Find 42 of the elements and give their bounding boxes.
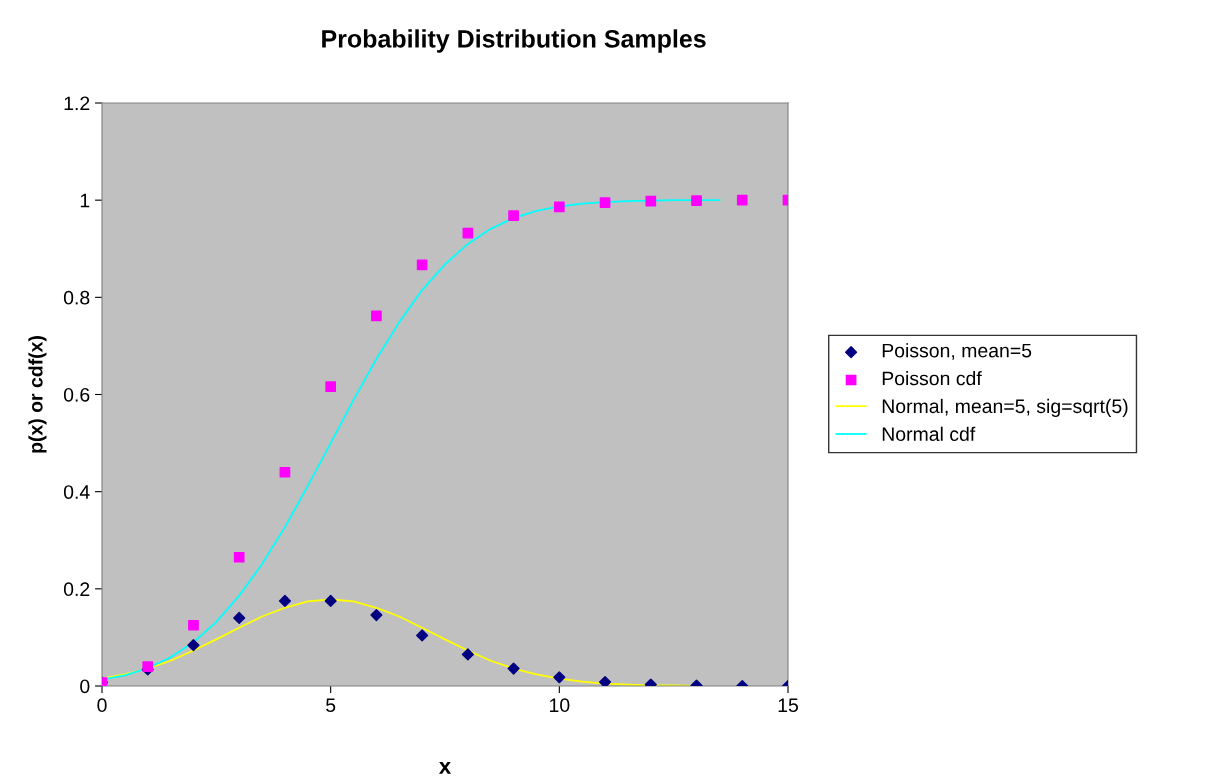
x-tick-label: 10 bbox=[550, 698, 570, 713]
y-tick-label: 0.2 bbox=[63, 582, 90, 597]
point bbox=[371, 310, 382, 322]
point bbox=[279, 466, 291, 478]
point bbox=[416, 259, 428, 271]
point bbox=[462, 227, 474, 239]
point bbox=[645, 195, 657, 207]
point bbox=[553, 201, 565, 213]
point bbox=[278, 594, 292, 608]
y-tick-label: 0.8 bbox=[63, 290, 90, 305]
y-axis-title: p(x) or cdf(x) bbox=[28, 336, 47, 453]
y-tick-label: 0 bbox=[80, 679, 90, 694]
point bbox=[187, 639, 200, 652]
point bbox=[553, 671, 566, 684]
point bbox=[188, 619, 199, 631]
point bbox=[416, 629, 429, 642]
y-tick-label: 0.6 bbox=[63, 387, 90, 402]
point bbox=[691, 195, 702, 207]
legend-label: Normal cdf bbox=[882, 426, 976, 441]
legend-label: Poisson cdf bbox=[882, 371, 982, 386]
y-tick-label: 1.2 bbox=[64, 96, 90, 111]
x-axis-title: x bbox=[438, 761, 452, 774]
legend-label: Poisson, mean=5 bbox=[882, 343, 1032, 360]
point bbox=[324, 594, 337, 608]
point bbox=[598, 676, 612, 686]
point bbox=[233, 551, 245, 563]
point bbox=[507, 662, 520, 675]
chart-title: Probability Distribution Samples bbox=[322, 29, 706, 53]
point bbox=[461, 648, 474, 661]
point bbox=[736, 194, 748, 206]
x-tick-label: 15 bbox=[778, 698, 798, 713]
x-tick-label: 5 bbox=[326, 698, 336, 713]
legend-label: Normal, mean=5, sig=sqrt(5) bbox=[882, 398, 1128, 417]
point bbox=[142, 661, 154, 672]
x-tick-label: 0 bbox=[97, 698, 107, 713]
point bbox=[370, 608, 383, 622]
point bbox=[325, 381, 337, 393]
y-tick-label: 1 bbox=[80, 193, 90, 208]
point bbox=[508, 210, 519, 222]
y-tick-label: 0.4 bbox=[63, 485, 90, 499]
point bbox=[233, 611, 246, 625]
point bbox=[599, 197, 611, 208]
